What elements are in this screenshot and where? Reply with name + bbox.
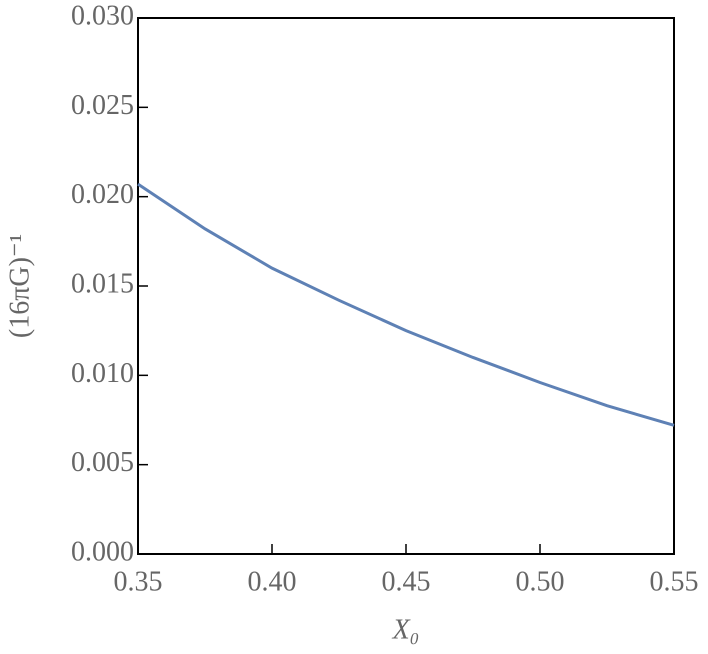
plot-frame <box>137 17 675 555</box>
y-axis-label: (16πG)⁻¹ <box>4 234 35 338</box>
y-tick-label: 0.000 <box>71 536 134 567</box>
x-tick-label: 0.35 <box>114 566 163 597</box>
y-tick-label: 0.015 <box>71 268 134 299</box>
x-axis-label: X₀ <box>392 614 420 645</box>
x-tick-label: 0.40 <box>248 566 297 597</box>
x-tick-label: 0.45 <box>382 566 431 597</box>
y-tick-label: 0.010 <box>71 358 134 389</box>
y-tick-label: 0.005 <box>71 447 134 478</box>
y-tick-label: 0.020 <box>71 179 134 210</box>
line-series <box>137 182 675 427</box>
y-tick-label: 0.030 <box>71 0 134 31</box>
x-tick-label: 0.50 <box>516 566 565 597</box>
x-tick-label: 0.55 <box>650 566 699 597</box>
y-tick-label: 0.025 <box>71 90 134 121</box>
